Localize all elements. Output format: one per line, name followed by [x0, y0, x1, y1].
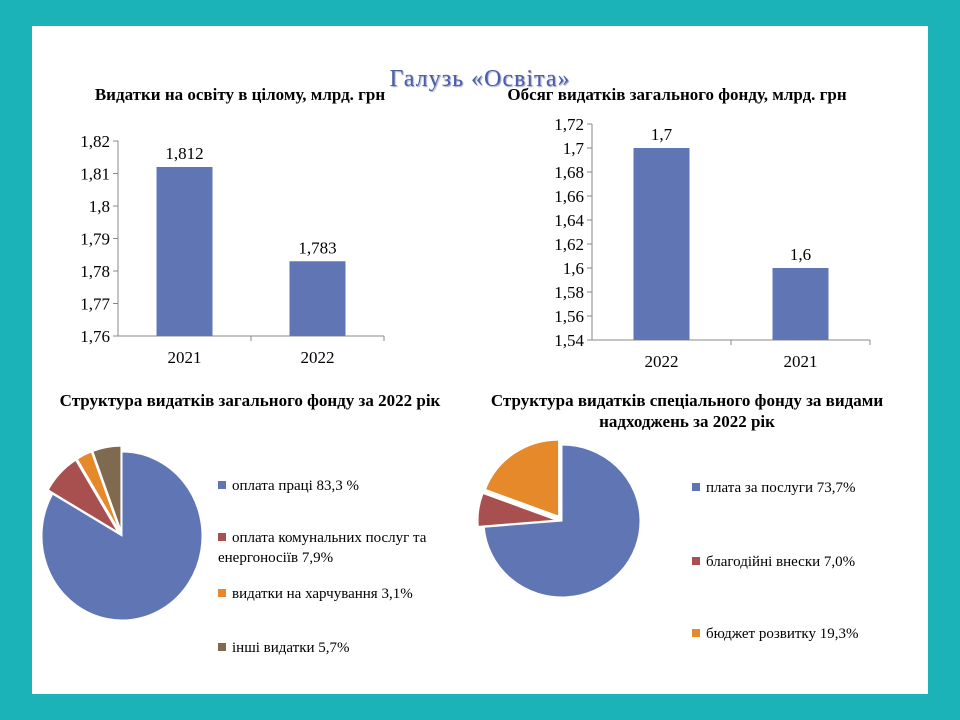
y-tick-label: 1,81 [80, 165, 110, 184]
pie-chart-general-fund-structure [41, 445, 203, 621]
legend-swatch [218, 589, 226, 597]
bar [772, 268, 829, 340]
y-tick-label: 1,77 [80, 295, 110, 314]
legend-item: благодійні внески 7,0% [692, 552, 922, 572]
legend-swatch [692, 629, 700, 637]
pie-slice [483, 444, 641, 598]
legend-label: плата за послуги 73,7% [706, 480, 856, 496]
legend-label: бюджет розвитку 19,3% [706, 626, 859, 642]
bar-chart-total-expenses: 1,76 1,77 1,78 1,79 1,8 1,81 1,82 1,812 2021 1,78… [80, 132, 385, 367]
legend-swatch [692, 483, 700, 491]
legend-item: видатки на харчування 3,1% [218, 584, 488, 604]
legend-general-fund: оплата праці 83,3 % оплата комунальних по… [218, 476, 488, 666]
bar [289, 261, 346, 336]
y-tick-label: 1,56 [554, 307, 584, 326]
pie-slice [484, 439, 560, 517]
y-tick-label: 1,8 [89, 197, 110, 216]
chart4-title: Структура видатків спеціального фонду за… [490, 391, 884, 431]
chart1-title: Видатки на освіту в цілому, млрд. грн [94, 85, 386, 104]
y-tick-label: 1,66 [554, 187, 584, 206]
legend-item: оплата комунальних послуг та енергоносії… [218, 528, 488, 568]
data-label: 1,812 [165, 144, 203, 163]
data-label: 1,6 [790, 245, 811, 264]
data-label: 1,7 [651, 125, 673, 144]
legend-item: плата за послуги 73,7% [692, 478, 922, 498]
legend-label: видатки на харчування 3,1% [232, 586, 413, 602]
slide: Галузь «Освіта» Видатки на освіту в ціло… [32, 26, 928, 694]
legend-swatch [218, 643, 226, 651]
pie-chart-special-fund-structure [477, 439, 641, 598]
y-tick-label: 1,78 [80, 262, 110, 281]
legend-label: оплата праці 83,3 % [232, 478, 360, 494]
y-tick-label: 1,79 [80, 230, 110, 249]
bar [633, 148, 690, 340]
y-tick-label: 1,76 [80, 327, 110, 346]
pie-slice [41, 451, 203, 621]
data-label: 1,783 [298, 238, 336, 257]
y-tick-label: 1,7 [563, 139, 585, 158]
legend-item: оплата праці 83,3 % [218, 476, 488, 496]
page-title: Галузь «Освіта» [389, 66, 571, 92]
legend-label: оплата комунальних послуг та енергоносії… [218, 530, 427, 566]
pie-slice [92, 445, 122, 531]
y-tick-label: 1,72 [554, 115, 584, 134]
x-tick-label: 2021 [784, 352, 818, 371]
legend-swatch [692, 557, 700, 565]
y-tick-label: 1,54 [554, 331, 584, 350]
legend-swatch [218, 533, 226, 541]
chart3-title: Структура видатків загального фонду за 2… [59, 391, 441, 410]
y-tick-label: 1,82 [80, 132, 110, 151]
legend-item: інші видатки 5,7% [218, 638, 488, 658]
bar-chart-general-fund: 1,54 1,56 1,58 1,6 1,62 1,64 1,66 1,68 1,7 1,72 1,… [554, 115, 871, 371]
pie-slice [477, 492, 557, 527]
pie-slice [47, 459, 119, 533]
chart2-title: Обсяг видатків загального фонду, млрд. г… [507, 85, 847, 104]
legend-swatch [218, 481, 226, 489]
pie-slice [76, 451, 120, 531]
x-tick-label: 2022 [301, 348, 335, 367]
y-tick-label: 1,62 [554, 235, 584, 254]
y-tick-label: 1,64 [554, 211, 584, 230]
y-tick-label: 1,58 [554, 283, 584, 302]
legend-special-fund: плата за послуги 73,7% благодійні внески … [692, 478, 922, 648]
legend-item: бюджет розвитку 19,3% [692, 624, 922, 644]
y-tick-label: 1,68 [554, 163, 584, 182]
bar [156, 167, 213, 336]
legend-label: благодійні внески 7,0% [706, 554, 856, 570]
y-tick-label: 1,6 [563, 259, 584, 278]
legend-label: інші видатки 5,7% [232, 640, 350, 656]
x-tick-label: 2021 [168, 348, 202, 367]
x-tick-label: 2022 [645, 352, 679, 371]
